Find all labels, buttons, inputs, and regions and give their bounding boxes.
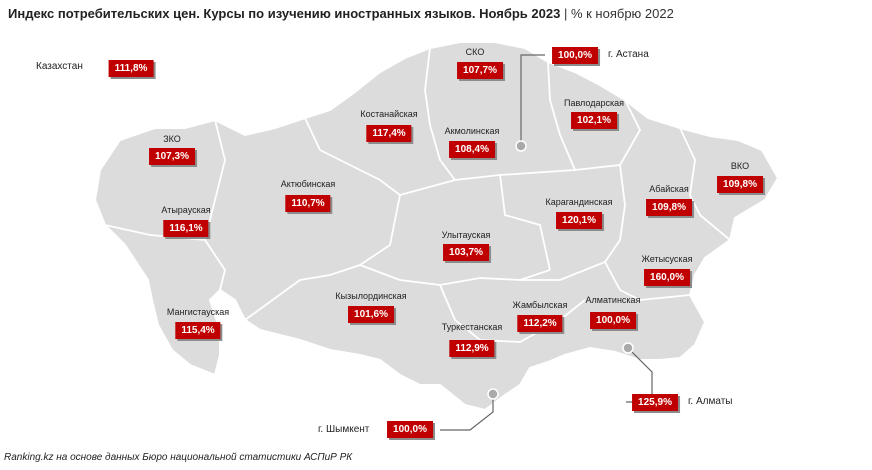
region-name: Жетысуская (641, 254, 693, 264)
region-name: Атырауская (161, 205, 211, 215)
region-name: Абайская (649, 184, 689, 194)
astana-leader (520, 54, 545, 146)
source-footer: Ranking.kz на основе данных Бюро национа… (4, 452, 353, 463)
region-name: Костанайская (360, 109, 418, 119)
region-name: ВКО (730, 161, 750, 171)
region-value-badge: 115,4% (175, 322, 221, 339)
region-name: Алматинская (585, 295, 641, 305)
region-name: Мангистауская (166, 307, 230, 317)
border-ulytau-south (359, 264, 551, 286)
region-value-badge: 102,1% (571, 112, 617, 129)
region-value-badge: 112,9% (449, 340, 495, 357)
region-name: Туркестанская (441, 322, 503, 332)
region-value-badge: 108,4% (449, 141, 495, 158)
title-separator: | (563, 6, 568, 21)
shymkent-marker (487, 388, 499, 400)
border-atyrau-mangistau (104, 224, 226, 291)
city-value-badge: 100,0% (387, 421, 433, 438)
region-name: Улытауская (441, 230, 491, 240)
border-abai-vko (679, 127, 731, 241)
city-name: г. Шымкент (318, 424, 370, 435)
region-value-badge: 116,1% (163, 220, 209, 237)
region-value-badge: 103,7% (443, 244, 489, 261)
chart-title: Индекс потребительских цен. Курсы по изу… (8, 6, 674, 21)
national-label: Казахстан (36, 61, 83, 72)
border-pavlodar-abai (619, 99, 642, 206)
title-main: Индекс потребительских цен. Курсы по изу… (8, 6, 561, 21)
region-value-badge: 109,8% (646, 199, 692, 216)
city-value-badge: 100,0% (552, 47, 598, 64)
title-unit: % к ноябрю 2022 (570, 6, 674, 21)
city-name: г. Астана (608, 49, 649, 60)
astana-marker (515, 140, 527, 152)
city-value-badge: 125,9% (632, 394, 678, 411)
region-value-badge: 107,7% (457, 62, 503, 79)
region-value-badge: 107,3% (149, 148, 195, 165)
region-value-badge: 100,0% (590, 312, 636, 329)
national-value-badge: 111,8% (108, 60, 154, 77)
city-name: г. Алматы (688, 396, 733, 407)
shymkent-leader (440, 394, 494, 431)
region-value-badge: 110,7% (285, 195, 331, 212)
region-name: Актюбинская (280, 179, 336, 189)
border-almaty (604, 261, 691, 301)
almaty-marker (622, 342, 634, 354)
region-value-badge: 160,0% (644, 269, 690, 286)
border-karaganda-ulytau (499, 174, 551, 271)
region-borders (104, 47, 731, 343)
region-name: Кызылординская (335, 291, 407, 301)
region-name: Жамбылская (512, 300, 568, 310)
region-name: ЗКО (163, 134, 181, 144)
border-kostanay-akmola (424, 47, 456, 181)
region-name: Карагандинская (545, 197, 613, 207)
border-zko-aktobe (204, 119, 226, 241)
region-name: СКО (465, 47, 485, 57)
border-aktobe-kyzylorda (244, 194, 401, 321)
region-value-badge: 112,2% (517, 315, 563, 332)
region-value-badge: 101,6% (348, 306, 394, 323)
border-akmola-pavlodar (547, 61, 576, 171)
region-name: Павлодарская (564, 98, 624, 108)
region-name: Акмолинская (444, 126, 500, 136)
region-value-badge: 117,4% (366, 125, 412, 142)
region-value-badge: 120,1% (556, 212, 602, 229)
border-aktobe-kostanay (304, 117, 401, 196)
region-value-badge: 109,8% (717, 176, 763, 193)
border-zhambyl (439, 284, 586, 343)
